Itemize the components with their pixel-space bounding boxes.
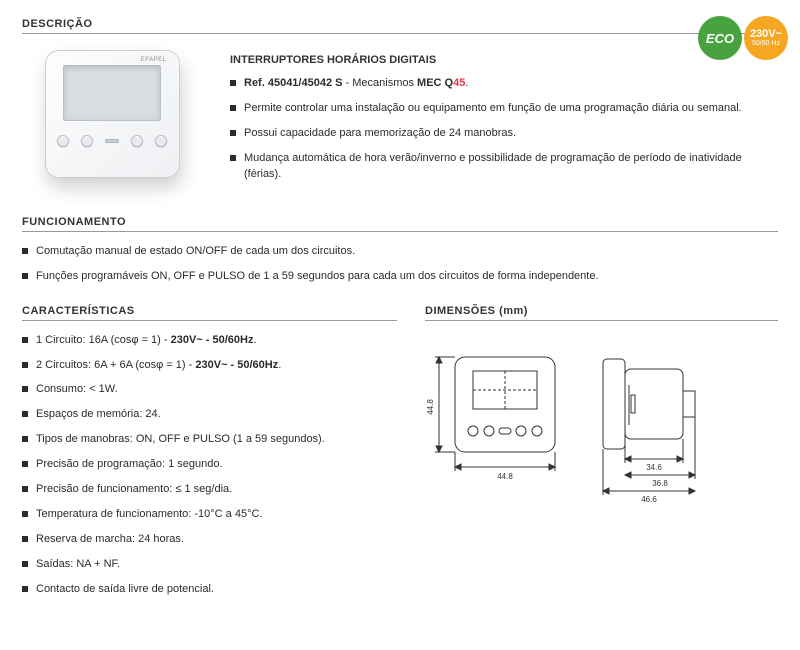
carac-item: Precisão de funcionamento: ≤ 1 seg/dia. <box>22 482 397 498</box>
dim-side-2: 36.8 <box>652 479 668 488</box>
desc-item: Mudança automática de hora verão/inverno… <box>230 151 778 183</box>
carac-bold: 230V~ - 50/60Hz <box>171 334 254 346</box>
dimensions-diagram: 44.8 44.8 34.6 36.8 46.6 <box>425 339 725 509</box>
carac-item: Espaços de memória: 24. <box>22 407 397 423</box>
carac-item: Tipos de manobras: ON, OFF e PULSO (1 a … <box>22 432 397 448</box>
section-title-dimensoes: DIMENSÕES (mm) <box>425 305 778 321</box>
ref-suffix: . <box>465 77 468 89</box>
carac-item: Reserva de marcha: 24 horas. <box>22 532 397 548</box>
carac-item: 1 Circuito: 16A (cosφ = 1) - 230V~ - 50/… <box>22 333 397 349</box>
device-button <box>81 135 93 147</box>
dim-side-1: 34.6 <box>646 463 662 472</box>
ref-45: 45 <box>453 77 465 89</box>
device-screen <box>63 65 161 121</box>
carac-text: 2 Circuitos: 6A + 6A (cosφ = 1) - <box>36 359 195 371</box>
section-title-funcionamento: FUNCIONAMENTO <box>22 216 778 232</box>
device-illustration: EFAPEL <box>45 50 180 178</box>
product-image: EFAPEL <box>22 46 202 178</box>
device-slot <box>105 139 119 143</box>
ref-middle: - Mecanismos <box>342 77 417 89</box>
device-brand: EFAPEL <box>141 57 167 63</box>
func-item: Comutação manual de estado ON/OFF de cad… <box>22 244 778 260</box>
dim-front-w: 44.8 <box>497 472 513 481</box>
device-button <box>155 135 167 147</box>
carac-text: 1 Circuito: 16A (cosφ = 1) - <box>36 334 171 346</box>
section-title-descricao: DESCRIÇÃO <box>22 18 778 34</box>
eco-badge: ECO <box>698 16 742 60</box>
carac-item: Consumo: < 1W. <box>22 382 397 398</box>
product-title: INTERRUPTORES HORÁRIOS DIGITAIS <box>230 54 778 66</box>
device-button <box>57 135 69 147</box>
carac-text: . <box>278 359 281 371</box>
carac-item: 2 Circuitos: 6A + 6A (cosφ = 1) - 230V~ … <box>22 358 397 374</box>
voltage-sub: 50/60 Hz <box>752 40 780 47</box>
device-button <box>131 135 143 147</box>
carac-item: Contacto de saída livre de potencial. <box>22 582 397 598</box>
section-title-caracteristicas: CARACTERÍSTICAS <box>22 305 397 321</box>
func-item: Funções programáveis ON, OFF e PULSO de … <box>22 269 778 285</box>
desc-item: Possui capacidade para memorização de 24… <box>230 126 778 142</box>
ref-number: Ref. 45041/45042 S <box>244 77 342 89</box>
dim-front-h: 44.8 <box>426 398 435 414</box>
carac-item: Precisão de programação: 1 segundo. <box>22 457 397 473</box>
carac-item: Temperatura de funcionamento: -10°C a 45… <box>22 507 397 523</box>
carac-bold: 230V~ - 50/60Hz <box>195 359 278 371</box>
desc-item: Permite controlar uma instalação ou equi… <box>230 101 778 117</box>
device-buttons <box>57 135 167 147</box>
badges: ECO 230V~ 50/60 Hz <box>698 16 788 60</box>
dim-side-3: 46.6 <box>641 495 657 504</box>
carac-item: Saídas: NA + NF. <box>22 557 397 573</box>
voltage-main: 230V~ <box>750 29 782 40</box>
ref-line: Ref. 45041/45042 S - Mecanismos MEC Q45. <box>230 76 778 92</box>
ref-mec: MEC Q <box>417 77 453 89</box>
carac-text: . <box>253 334 256 346</box>
voltage-badge: 230V~ 50/60 Hz <box>744 16 788 60</box>
